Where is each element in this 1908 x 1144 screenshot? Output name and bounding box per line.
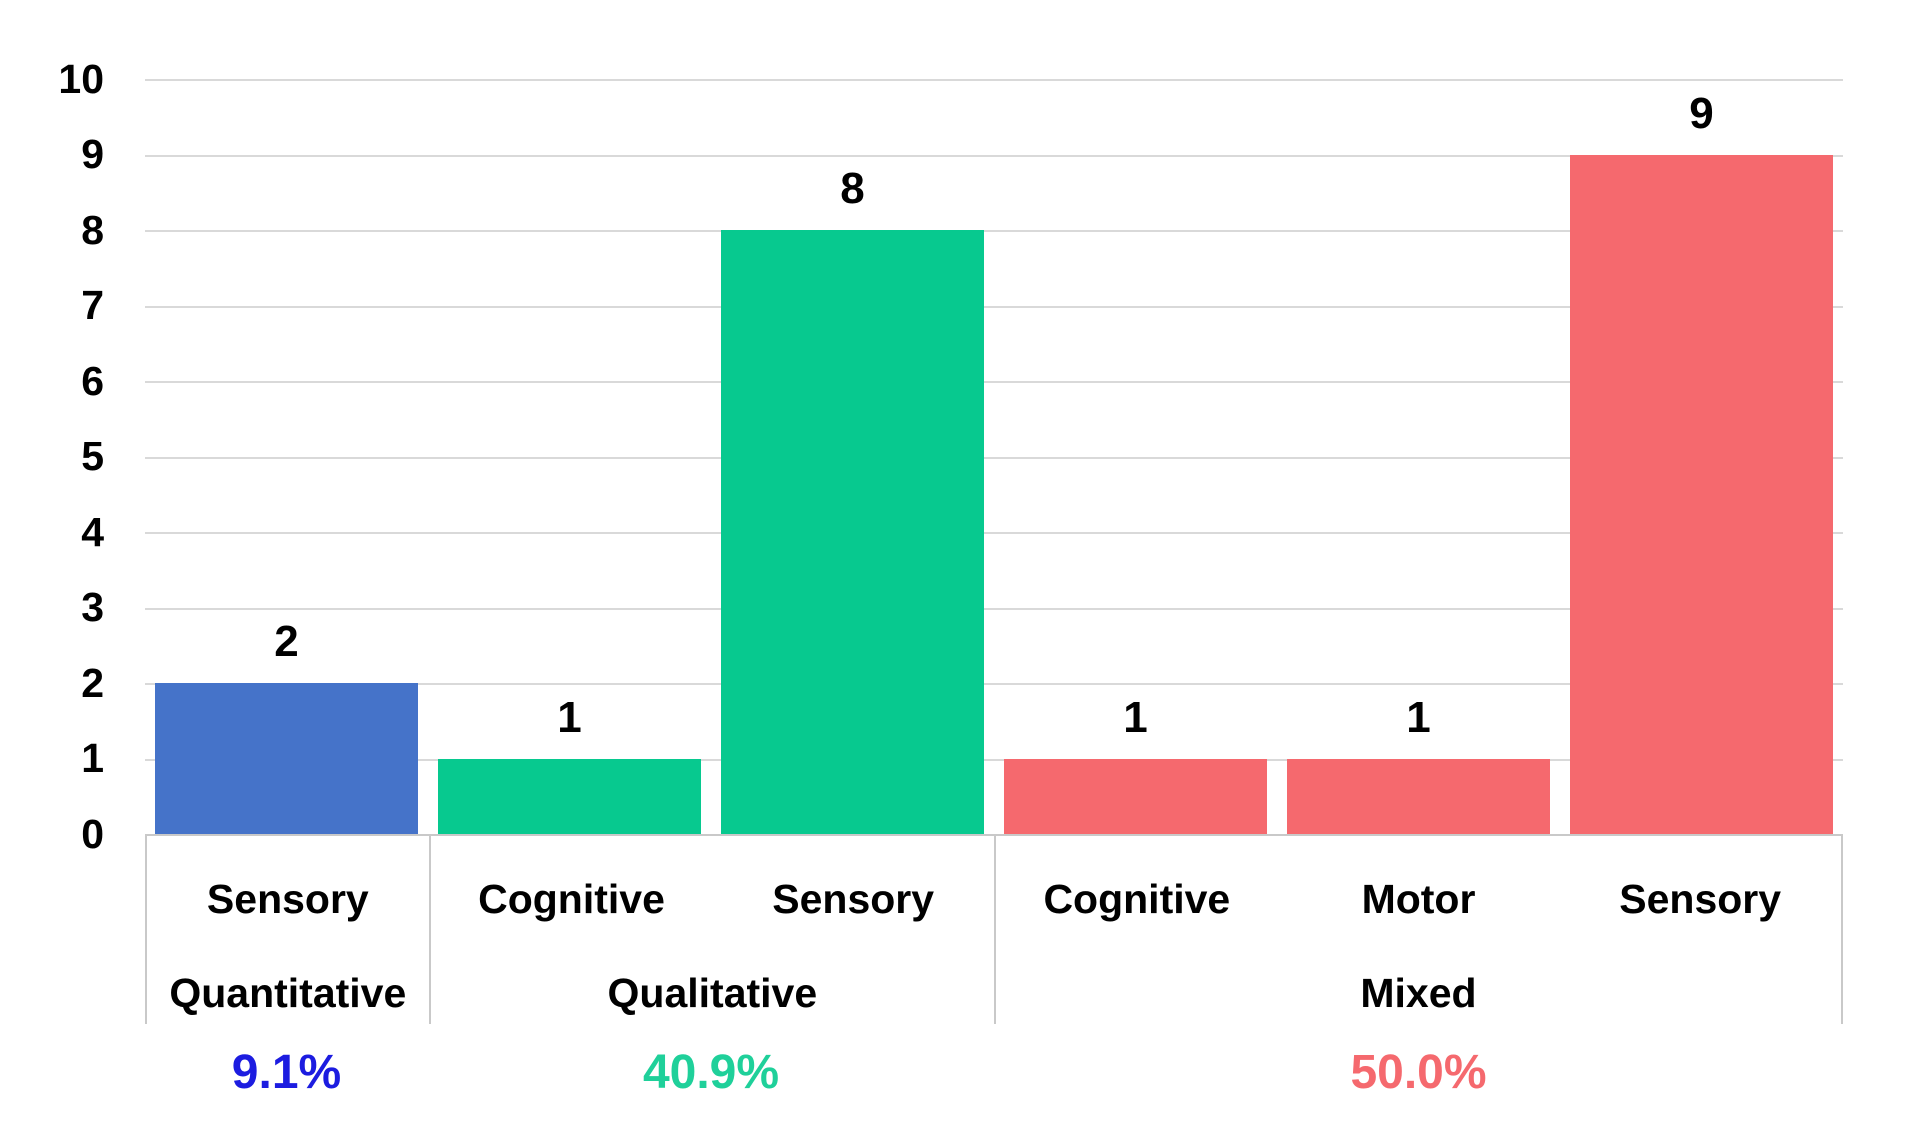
gridline — [145, 758, 1843, 761]
bar-series: 2 1 8 1 1 9 — [145, 79, 1843, 834]
bar-slot-sensory-qualitative: 8 — [711, 79, 994, 834]
category-axis: Sensory Quantitative Cognitive Sensory Q… — [145, 834, 1843, 1024]
group-mixed: Cognitive Motor Sensory Mixed — [994, 836, 1843, 1024]
bar-sensory-mixed — [1569, 154, 1834, 834]
y-axis-tick-label: 8 — [81, 207, 104, 253]
y-axis: 10 9 8 7 6 5 4 3 2 1 0 — [0, 0, 104, 1144]
y-axis-tick-label: 2 — [81, 660, 104, 706]
gridline — [145, 532, 1843, 534]
gridline — [145, 79, 1843, 81]
bar-value-label: 2 — [274, 617, 299, 666]
bar-slot-sensory-quantitative: 2 — [145, 79, 428, 834]
y-axis-tick-label: 6 — [81, 358, 104, 404]
gridline — [145, 230, 1843, 232]
percentage-row: 9.1% 40.9% 50.0% — [145, 1034, 1843, 1110]
bar-slot-sensory-mixed: 9 — [1560, 79, 1843, 834]
gridline — [145, 305, 1843, 308]
percent-mixed: 50.0% — [1350, 1045, 1487, 1099]
bar-value-label: 8 — [840, 164, 865, 213]
category-label: Motor — [1361, 875, 1476, 922]
category-label: Sensory — [1619, 875, 1782, 922]
y-axis-tick-label: 10 — [58, 56, 104, 102]
gridline — [145, 456, 1843, 459]
bar-cognitive-qualitative — [437, 758, 702, 834]
gridline — [145, 683, 1843, 685]
y-axis-tick-label: 3 — [81, 584, 104, 630]
category-label: Sensory — [206, 875, 369, 922]
y-axis-tick-label: 4 — [81, 509, 104, 555]
gridline — [145, 381, 1843, 383]
bar-value-label: 9 — [1689, 88, 1714, 138]
plot-area: 2 1 8 1 1 9 — [145, 79, 1843, 834]
gridline — [145, 154, 1843, 157]
bar-slot-cognitive-mixed: 1 — [994, 79, 1277, 834]
group-qualitative: Cognitive Sensory Qualitative — [428, 836, 994, 1024]
category-label: Cognitive — [478, 875, 665, 922]
bar-sensory-qualitative — [720, 230, 985, 834]
y-axis-tick-label: 5 — [81, 433, 104, 479]
bar-sensory-quantitative — [154, 683, 419, 834]
bar-motor-mixed — [1286, 758, 1551, 834]
bar-value-label: 1 — [1123, 692, 1148, 742]
category-label: Cognitive — [1043, 875, 1231, 922]
percent-qualitative: 40.9% — [642, 1045, 780, 1099]
group-label-mixed: Mixed — [1360, 969, 1477, 1016]
bar-cognitive-mixed — [1003, 758, 1268, 834]
group-quantitative: Sensory Quantitative — [145, 836, 429, 1024]
y-axis-tick-label: 9 — [81, 131, 104, 177]
bar-value-label: 1 — [1406, 692, 1431, 742]
y-axis-tick-label: 1 — [81, 735, 104, 781]
bar-slot-cognitive-qualitative: 1 — [428, 79, 711, 834]
group-label-quantitative: Quantitative — [169, 969, 407, 1016]
group-label-qualitative: Qualitative — [607, 969, 818, 1016]
bar-slot-motor-mixed: 1 — [1277, 79, 1560, 834]
category-label: Sensory — [772, 875, 935, 922]
gridline — [145, 607, 1843, 610]
y-axis-tick-label: 7 — [81, 282, 104, 328]
percent-quantitative: 9.1% — [231, 1045, 342, 1099]
y-axis-tick-label: 0 — [81, 811, 104, 857]
bar-value-label: 1 — [557, 692, 582, 742]
